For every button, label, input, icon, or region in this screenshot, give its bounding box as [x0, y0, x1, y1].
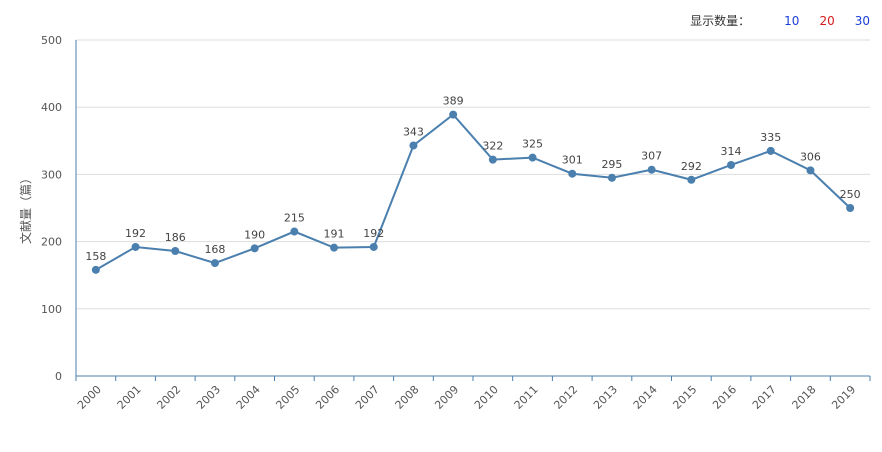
data-label: 250	[840, 188, 861, 201]
x-tick-label: 2005	[273, 383, 302, 412]
x-tick-label: 2010	[472, 383, 501, 412]
data-label: 168	[204, 243, 225, 256]
data-point	[210, 259, 219, 268]
display-count-toolbar: 显示数量： 10 20 30	[690, 12, 870, 29]
data-label: 325	[522, 138, 543, 151]
data-point	[369, 242, 378, 251]
x-tick-label: 2012	[551, 383, 580, 412]
display-count-30[interactable]: 30	[854, 13, 870, 28]
data-point	[846, 204, 855, 212]
data-point	[330, 243, 339, 252]
display-count-20[interactable]: 20	[819, 13, 835, 28]
series-line	[95, 113, 851, 271]
x-tick-label: 2008	[393, 383, 422, 412]
data-point	[131, 242, 140, 251]
display-count-10[interactable]: 10	[784, 13, 800, 28]
data-label: 301	[562, 154, 583, 167]
data-point	[607, 173, 616, 182]
data-label: 389	[443, 95, 464, 108]
x-tick-label: 2019	[829, 383, 858, 412]
data-label: 186	[165, 231, 186, 244]
x-tick-label: 2011	[512, 383, 541, 412]
data-label: 158	[85, 250, 106, 263]
x-tick-label: 2009	[432, 383, 461, 412]
data-label: 192	[125, 227, 146, 240]
data-label: 215	[284, 212, 305, 225]
x-tick-label: 2000	[75, 383, 104, 412]
x-tick-label: 2014	[631, 383, 660, 412]
data-point	[766, 146, 775, 155]
data-point	[727, 160, 736, 169]
data-label: 192	[363, 227, 384, 240]
x-tick-label: 2007	[353, 383, 382, 412]
data-point	[687, 175, 696, 184]
x-tick-label: 2015	[670, 383, 699, 412]
data-point	[250, 244, 259, 253]
data-point	[171, 247, 180, 256]
y-tick-label: 500	[41, 34, 62, 47]
data-point	[568, 169, 577, 178]
data-label: 322	[482, 140, 503, 153]
data-label: 292	[681, 160, 702, 173]
data-point	[806, 166, 815, 175]
x-tick-label: 2004	[234, 383, 263, 412]
data-point	[488, 155, 497, 164]
x-tick-label: 2001	[115, 383, 144, 412]
data-point	[409, 141, 418, 150]
x-tick-label: 2017	[750, 383, 779, 412]
y-tick-label: 300	[41, 168, 62, 181]
y-tick-label: 100	[41, 303, 62, 316]
data-label: 343	[403, 126, 424, 139]
y-axis-title: 文献量（篇）	[18, 172, 33, 244]
data-point	[647, 165, 656, 174]
y-tick-label: 0	[55, 370, 62, 383]
data-point	[290, 227, 299, 236]
x-tick-label: 2006	[313, 383, 342, 412]
data-label: 190	[244, 228, 265, 241]
data-label: 306	[800, 150, 821, 163]
data-label: 335	[760, 131, 781, 144]
x-tick-label: 2002	[154, 383, 183, 412]
x-tick-label: 2018	[790, 383, 819, 412]
data-label: 191	[324, 228, 345, 241]
y-tick-label: 200	[41, 236, 62, 249]
data-point	[528, 153, 537, 162]
display-count-label: 显示数量：	[690, 14, 751, 28]
data-point	[91, 265, 100, 274]
data-point	[449, 110, 458, 119]
data-label: 307	[641, 150, 662, 163]
y-tick-label: 400	[41, 101, 62, 114]
x-tick-label: 2013	[591, 383, 620, 412]
x-tick-label: 2016	[710, 383, 739, 412]
data-label: 314	[721, 145, 742, 158]
x-tick-label: 2003	[194, 383, 223, 412]
data-label: 295	[601, 158, 622, 171]
